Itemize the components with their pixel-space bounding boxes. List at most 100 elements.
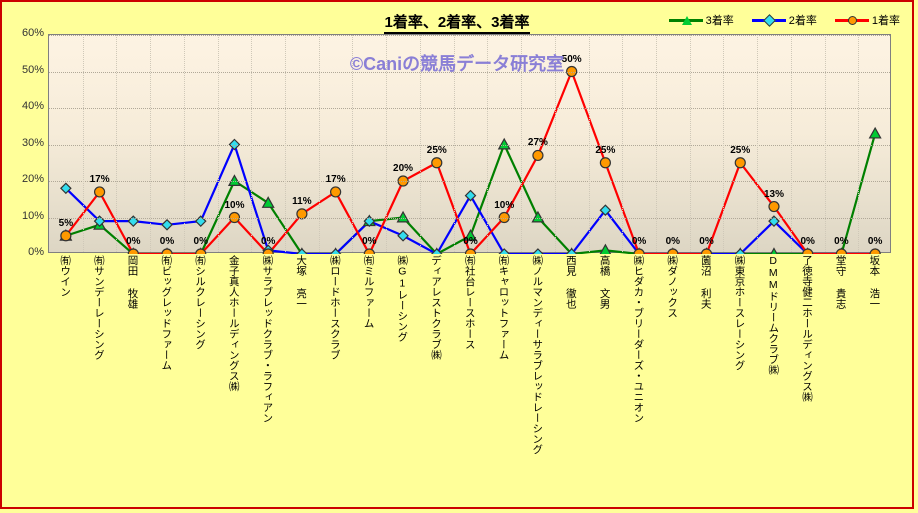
- data-point-1着率: [532, 149, 544, 162]
- gridline-vertical: [723, 35, 725, 252]
- x-axis-tick-label: ㈱ダノックス: [666, 255, 679, 318]
- data-point-3着率: [770, 247, 778, 254]
- gridline-vertical: [824, 35, 826, 252]
- data-label: 0%: [631, 236, 647, 247]
- gridline-vertical: [183, 35, 185, 252]
- data-label: 17%: [89, 173, 110, 185]
- data-point-2着率: [127, 215, 140, 227]
- data-point-1着率: [869, 248, 881, 254]
- legend-item-2chaku[interactable]: 2着率: [751, 12, 817, 28]
- data-label: 25%: [426, 144, 447, 156]
- y-axis-tick-label: 30%: [21, 136, 44, 149]
- data-point-2着率: [329, 248, 342, 254]
- gridline-vertical: [419, 35, 421, 252]
- data-point-1着率: [835, 248, 848, 254]
- gridline-vertical: [352, 35, 354, 252]
- x-axis-tick-label: 堂守 貴志: [834, 255, 847, 309]
- x-axis-tick-label: 高橋 文男: [598, 255, 611, 309]
- data-point-1着率: [161, 248, 173, 254]
- x-axis-tick-label: 西見 徹也: [564, 255, 577, 309]
- gridline-horizontal: [49, 108, 890, 109]
- gridline-vertical: [453, 35, 455, 252]
- data-point-1着率: [363, 248, 375, 254]
- data-label: 0%: [463, 236, 478, 247]
- data-point-1着率: [127, 248, 139, 254]
- x-axis-tick-label: DMMドリームクラブ㈱: [767, 255, 780, 375]
- data-label: 0%: [665, 236, 681, 247]
- gridline-vertical: [521, 35, 523, 252]
- data-label: 0%: [699, 236, 714, 247]
- data-point-2着率: [93, 215, 106, 227]
- data-label: 11%: [292, 195, 312, 207]
- data-label: 25%: [730, 144, 751, 156]
- triangle-marker-icon: [668, 14, 703, 26]
- data-label: 0%: [867, 236, 883, 247]
- data-point-2着率: [363, 215, 376, 227]
- data-label: 5%: [58, 217, 74, 229]
- diamond-marker-icon: [751, 14, 786, 27]
- gridline-vertical: [150, 35, 152, 252]
- data-point-1着率: [431, 157, 443, 169]
- data-point-2着率: [768, 215, 780, 227]
- data-point-2着率: [161, 218, 173, 231]
- x-axis-tick-label: ㈱サラブレッドクラブ・ラフィアン: [261, 255, 274, 423]
- x-axis-tick-label: 坂本 浩一: [868, 255, 881, 309]
- data-point-1着率: [667, 248, 679, 254]
- data-label: 10%: [494, 199, 515, 211]
- data-label: 20%: [393, 163, 414, 174]
- legend-label-3chaku: 3着率: [705, 15, 734, 27]
- chart-legend: 3着率 2着率 1着率: [668, 12, 900, 28]
- series-lines: [59, 65, 882, 254]
- x-axis-tick-label: ㈱G1レーシング: [396, 255, 409, 342]
- data-point-1着率: [700, 248, 713, 254]
- x-axis-tick-label: ディアレストクラブ㈱: [430, 255, 443, 360]
- gridline-vertical: [554, 35, 556, 252]
- legend-item-1chaku[interactable]: 1着率: [834, 12, 900, 28]
- legend-label-1chaku: 1着率: [871, 15, 900, 27]
- data-point-2着率: [430, 248, 443, 254]
- page-title: 1着率、2着率、3着率: [2, 11, 912, 34]
- legend-item-3chaku[interactable]: 3着率: [668, 12, 734, 28]
- data-point-1着率: [195, 248, 207, 254]
- data-label: 25%: [595, 144, 616, 156]
- gridline-vertical: [386, 35, 388, 252]
- gridline-vertical: [588, 35, 590, 252]
- x-axis-tick-label: ㈱東京ホースレーシング: [733, 255, 746, 371]
- data-point-3着率: [261, 196, 275, 208]
- data-point-1着率: [599, 157, 611, 169]
- x-axis-tick-label: ㈲ウイン: [59, 255, 72, 297]
- x-axis-tick-label: ㈲シルクレーシング: [193, 255, 206, 350]
- data-point-1着率: [768, 200, 780, 213]
- gridline-vertical: [251, 35, 253, 252]
- data-point-1着率: [330, 186, 342, 198]
- data-point-2着率: [532, 248, 544, 254]
- data-label: 0%: [800, 236, 815, 247]
- data-label: 0%: [362, 236, 377, 247]
- data-point-1着率: [633, 248, 645, 254]
- x-axis-tick-label: ㈲ビッグレッドファーム: [160, 255, 173, 371]
- data-point-2着率: [599, 204, 612, 217]
- x-axis-tick-label: ㈱ヒダカ・ブリーダーズ・ユニオン: [632, 255, 645, 423]
- data-label: 0%: [126, 236, 141, 247]
- plot-area-wrapper: 5% 17% 0% 0% 0% 10% 0% 11% 17% 0% 20% 25% 0% 10% 27% 50…: [48, 34, 891, 254]
- x-axis-tick-label: ㈲ミルファーム: [362, 255, 375, 329]
- data-point-2着率: [194, 215, 207, 227]
- y-axis-tick-label: 20%: [21, 173, 44, 185]
- data-point-3着率: [599, 243, 612, 254]
- legend-label-2chaku: 2着率: [788, 15, 817, 27]
- data-label: 0%: [834, 236, 849, 247]
- data-point-2着率: [734, 248, 747, 254]
- data-point-1着率: [734, 157, 746, 169]
- x-axis-tick-label: ㈱ロードホースクラブ: [328, 255, 341, 360]
- data-point-2着率: [464, 189, 477, 202]
- x-axis-labels: ㈲ウイン ㈲サンデーレーシング 岡田 牧雄 ㈲ビッグレッドファーム ㈲シルクレーシング 金…: [48, 255, 891, 455]
- gridline-vertical: [655, 35, 657, 252]
- gridline-vertical: [318, 35, 320, 252]
- data-label: 17%: [325, 173, 346, 185]
- gridline-vertical: [757, 35, 759, 252]
- x-axis-tick-label: 岡田 牧雄: [126, 255, 139, 309]
- x-axis-tick-label: ㈲サンデーレーシング: [92, 255, 105, 360]
- data-point-1着率: [802, 248, 814, 254]
- y-axis-tick-label: 0%: [28, 246, 44, 258]
- data-label: 50%: [561, 53, 582, 65]
